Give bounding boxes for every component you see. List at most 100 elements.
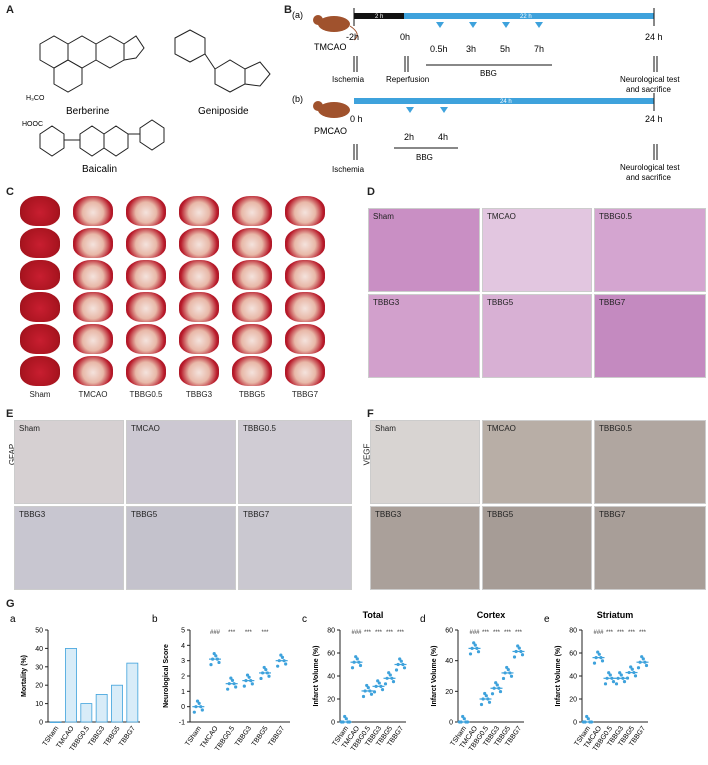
chart-e-point bbox=[592, 661, 597, 665]
chart-b-point bbox=[247, 675, 251, 679]
chart-c-point bbox=[363, 689, 367, 693]
panel-label-f: F bbox=[367, 408, 374, 420]
chart-d-point bbox=[520, 653, 525, 657]
chart-d-point bbox=[495, 683, 499, 687]
gfap-tile-tbbg05: TBBG0.5 bbox=[238, 420, 352, 504]
chart-e-ylabel: Infarct Volume (%) bbox=[555, 646, 562, 707]
chart-a-ytick-label: 30 bbox=[35, 664, 43, 671]
chart-c-sig-label: *** bbox=[386, 630, 394, 636]
timeline-diagram: (a) TMCAO 2 h 22 h -2h 0h 0.5h 3h 5h 7h … bbox=[292, 8, 680, 182]
chart-c-ytick-label: 0 bbox=[331, 720, 335, 727]
timeline-a-bar1-label: 2 h bbox=[375, 14, 383, 20]
chart-c-point bbox=[361, 694, 366, 699]
chart-d-point bbox=[497, 686, 501, 690]
chart-c-point bbox=[385, 676, 389, 680]
timeline-a-reperfusion: Reperfusion bbox=[386, 75, 429, 84]
chart-d-point bbox=[468, 652, 473, 656]
chart-d-point bbox=[473, 643, 477, 647]
chart-c-point bbox=[401, 662, 405, 667]
chart-a-bar bbox=[65, 648, 77, 723]
chart-e-point bbox=[621, 676, 625, 680]
berberine-name: Berberine bbox=[66, 106, 110, 117]
timeline-b-time-3: 24 h bbox=[645, 114, 663, 124]
chart-c-point bbox=[352, 660, 356, 664]
panel-label-a: A bbox=[6, 4, 14, 16]
chart-e-point bbox=[603, 682, 608, 686]
chart-e-point bbox=[641, 657, 645, 661]
he-tile-tmcao: TMCAO bbox=[482, 208, 592, 292]
chart-e-title: Striatum bbox=[597, 610, 634, 620]
chart-d-point bbox=[517, 646, 521, 650]
timeline-a-sacrifice: and sacrifice bbox=[626, 85, 671, 94]
chart-c-point bbox=[377, 681, 381, 685]
chart-d-point bbox=[476, 650, 481, 654]
timeline-b-arrows bbox=[406, 107, 448, 113]
chart-a-bar bbox=[111, 684, 123, 723]
chart-b-ytick-label: 0 bbox=[181, 704, 185, 711]
timeline-b-tag: (b) bbox=[292, 94, 303, 104]
he-tile-sham: Sham bbox=[368, 208, 480, 292]
chart-c-point bbox=[372, 690, 377, 694]
chart-c-point bbox=[374, 684, 378, 688]
timeline-b-sacrifice: and sacrifice bbox=[626, 173, 671, 182]
chart-e-point bbox=[610, 676, 614, 680]
chart-b-point bbox=[227, 682, 231, 686]
chart-d-point bbox=[483, 691, 487, 696]
timeline-a-bar-reperfusion bbox=[404, 13, 654, 19]
chart-c-sig-label: ### bbox=[351, 630, 362, 636]
he-tile-tbbg3: TBBG3 bbox=[368, 294, 480, 378]
chart-d-point bbox=[501, 676, 506, 681]
chart-b-xtick-label: TBBG7 bbox=[267, 725, 286, 748]
timeline-b-bar-label: 24 h bbox=[500, 99, 512, 105]
chart-e-point bbox=[616, 676, 620, 680]
chart-e-point bbox=[627, 670, 631, 675]
panel-label-b: B bbox=[284, 4, 292, 16]
cooh-label: HOOC bbox=[22, 121, 43, 128]
chart-e-point bbox=[622, 680, 627, 684]
chart-c-point bbox=[380, 688, 385, 692]
chart-e-point bbox=[608, 673, 612, 677]
chart-b-point bbox=[194, 705, 198, 709]
baicalin-name: Baicalin bbox=[82, 164, 117, 174]
timeline-a-bar-ischemia bbox=[354, 13, 404, 19]
chart-c-ytick-label: 80 bbox=[327, 628, 335, 635]
chart-c-sig-label: *** bbox=[364, 630, 372, 636]
chart-e-point bbox=[586, 717, 590, 721]
ttc-label-tbbg7: TBBG7 bbox=[291, 390, 319, 399]
chart-b-ytick-label: 2 bbox=[181, 674, 185, 681]
chart-b-point bbox=[276, 664, 280, 668]
berberine-structure bbox=[39, 35, 145, 93]
vegf-tile-tbbg5: TBBG5 bbox=[482, 506, 592, 590]
chart-e-tag: e bbox=[544, 614, 550, 625]
chart-d-sig-label: *** bbox=[493, 630, 501, 636]
chart-c-point bbox=[379, 684, 383, 688]
timeline-b-time-0: 0 h bbox=[350, 114, 363, 124]
chart-d-point bbox=[503, 671, 507, 675]
chart-b-point bbox=[244, 679, 248, 683]
chart-e-ytick-label: 0 bbox=[573, 720, 577, 727]
rat-icon-b bbox=[313, 101, 350, 118]
chart-a-xtick-label: TBBG7 bbox=[118, 725, 137, 748]
chart-e-point bbox=[619, 673, 623, 677]
chart-a-ytick-label: 10 bbox=[35, 701, 43, 708]
chart-b-point bbox=[264, 668, 268, 672]
chart-e-point bbox=[589, 720, 594, 724]
chart-e-point bbox=[636, 666, 641, 670]
chart-d-point bbox=[514, 649, 518, 654]
chart-e-point bbox=[605, 676, 609, 680]
timeline-a-tag: (a) bbox=[292, 10, 303, 20]
chart-d-point bbox=[519, 649, 523, 654]
chart-c-ytick-label: 20 bbox=[327, 697, 335, 704]
timeline-a-time-4: 5h bbox=[500, 44, 510, 54]
chemical-structures: H₃CO Berberine Geniposide HOOC Baicalin bbox=[22, 29, 271, 174]
chart-e-point bbox=[611, 680, 616, 684]
he-tile-tbbg05: TBBG0.5 bbox=[594, 208, 706, 292]
chart-e-point bbox=[643, 660, 647, 664]
chart-b-point bbox=[282, 659, 286, 663]
chart-e-point bbox=[594, 656, 598, 660]
chart-d-point bbox=[492, 686, 496, 690]
he-tile-tbbg7: TBBG7 bbox=[594, 294, 706, 378]
chart-b-sig-label: ### bbox=[210, 630, 221, 636]
chart-d-ytick-label: 20 bbox=[445, 689, 453, 696]
chart-e-sig-label: *** bbox=[606, 630, 614, 636]
